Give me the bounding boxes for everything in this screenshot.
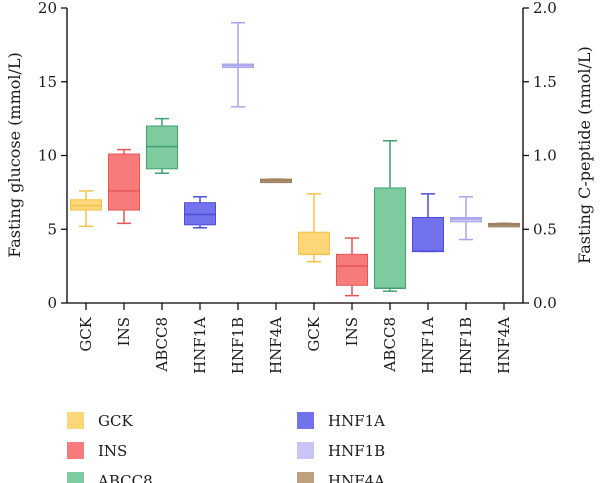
box-abcc8-glucose <box>146 117 178 174</box>
legend-label: HNF4A <box>328 472 385 483</box>
right-y-tick-label: 1.5 <box>533 73 557 91</box>
left-y-ticks: 0 5 10 15 20 <box>38 0 67 312</box>
right-y-ticks: 0.0 0.5 1.0 1.5 2.0 <box>523 0 557 312</box>
x-category-label: ABCC8 <box>381 317 399 373</box>
legend-label: HNF1A <box>328 412 385 430</box>
legend-swatch <box>67 412 84 429</box>
legend: GCK INS ABCC8 HNF1A HNF1B HNF4A <box>67 412 385 483</box>
legend-swatch <box>67 442 84 459</box>
box-series <box>70 22 520 297</box>
x-category-label: HNF4A <box>267 317 285 374</box>
right-y-tick-label: 0.0 <box>533 294 557 312</box>
box-ins-glucose <box>108 148 140 225</box>
x-category-label: INS <box>343 317 361 346</box>
x-category-label: INS <box>115 317 133 346</box>
box-hnf4a-c-peptide <box>488 222 520 228</box>
box-gck-c-peptide <box>298 193 330 263</box>
legend-label: HNF1B <box>328 442 385 460</box>
legend-item-hnf1a: HNF1A <box>297 412 385 430</box>
box-ins-c-peptide <box>336 237 368 297</box>
box-iqr <box>108 153 140 211</box>
box-iqr <box>298 231 330 255</box>
box-iqr <box>374 187 406 289</box>
x-category-ticks: GCK INS ABCC8 HNF1A HNF1B HNF4A GCK INS ABCC8 HNF… <box>77 303 513 374</box>
x-category-label: HNF1A <box>419 317 437 374</box>
x-category-label: ABCC8 <box>153 317 171 373</box>
legend-item-abcc8: ABCC8 <box>67 472 153 483</box>
x-category-label: GCK <box>77 316 95 351</box>
legend-item-gck: GCK <box>67 412 133 430</box>
legend-label: GCK <box>98 412 133 430</box>
legend-swatch <box>297 412 314 429</box>
left-y-axis-title: Fasting glucose (mmol/L) <box>5 52 24 258</box>
box-hnf1a-c-peptide <box>412 193 444 253</box>
x-category-label: HNF1B <box>457 317 475 374</box>
left-y-tick-label: 0 <box>47 294 57 312</box>
right-y-tick-label: 1.0 <box>533 147 557 165</box>
legend-label: INS <box>98 442 127 460</box>
left-y-tick-label: 10 <box>38 147 57 165</box>
box-hnf4a-glucose <box>260 178 292 184</box>
legend-item-ins: INS <box>67 442 127 460</box>
box-hnf1b-glucose <box>222 22 254 108</box>
x-category-label: HNF1A <box>191 317 209 374</box>
box-abcc8-c-peptide <box>374 140 406 292</box>
left-y-tick-label: 5 <box>47 220 57 238</box>
x-category-label: HNF1B <box>229 317 247 374</box>
legend-swatch <box>297 472 314 483</box>
right-y-tick-label: 2.0 <box>533 0 557 17</box>
box-gck-glucose <box>70 190 102 228</box>
legend-item-hnf1b: HNF1B <box>297 442 385 460</box>
x-category-label: HNF4A <box>495 317 513 374</box>
legend-label: ABCC8 <box>97 472 153 483</box>
right-y-axis-title: Fasting C-peptide (nmol/L) <box>575 46 594 264</box>
left-y-tick-label: 15 <box>38 73 57 91</box>
box-iqr <box>412 216 444 252</box>
box-hnf1a-glucose <box>184 196 216 229</box>
legend-swatch <box>297 442 314 459</box>
box-hnf1b-c-peptide <box>450 196 482 241</box>
left-y-tick-label: 20 <box>38 0 57 17</box>
box-iqr <box>336 253 368 286</box>
x-category-label: GCK <box>305 316 323 351</box>
right-y-tick-label: 0.5 <box>533 220 557 238</box>
legend-item-hnf4a: HNF4A <box>297 472 385 483</box>
legend-swatch <box>67 472 84 483</box>
